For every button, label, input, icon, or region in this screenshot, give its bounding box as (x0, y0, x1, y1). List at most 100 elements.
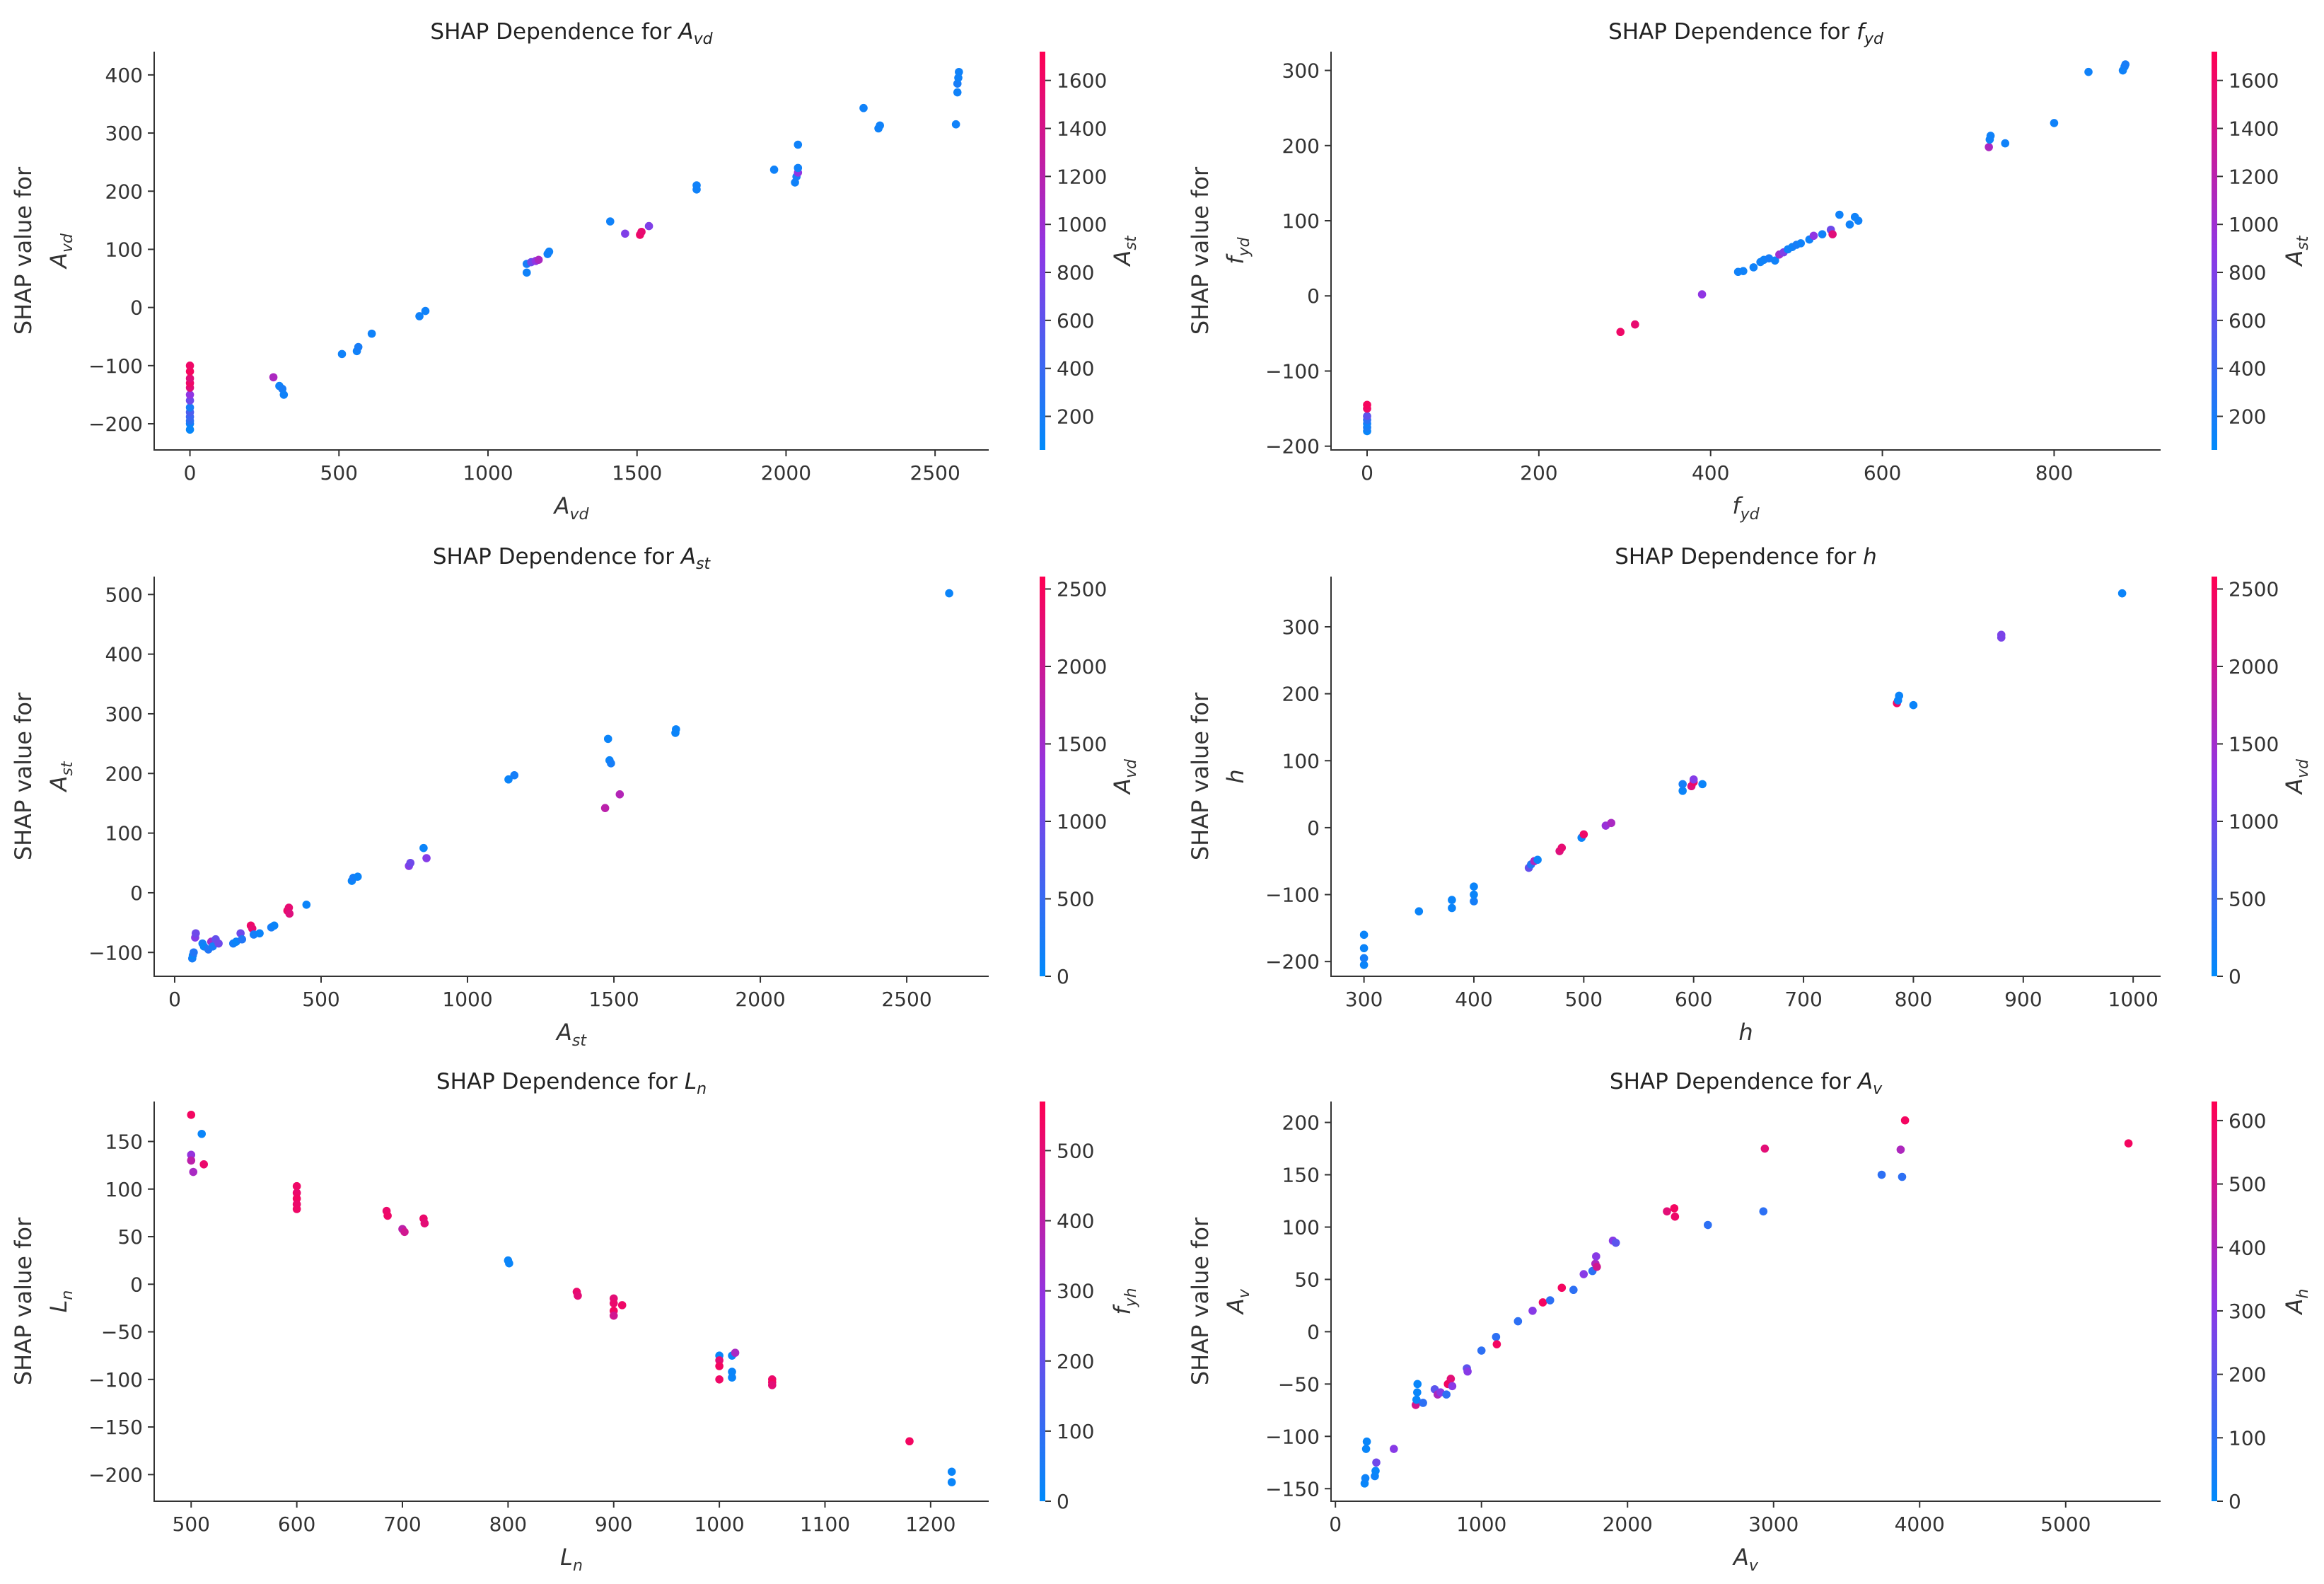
scatter-point (1463, 1367, 1472, 1376)
colorbar-label: fyh (1109, 1288, 1140, 1314)
scatter-point (1419, 1399, 1427, 1407)
colorbar-label: Avd (1109, 758, 1140, 795)
x-tick-label: 500 (302, 988, 339, 1011)
x-tick-label: 2500 (881, 988, 931, 1011)
feature-symbol: L (560, 1544, 573, 1571)
colorbar-tick-label: 1600 (2229, 69, 2279, 93)
plot-title-text: SHAP Dependence for (1608, 19, 1857, 45)
colorbar-tick-label: 100 (1057, 1420, 1094, 1443)
scatter-point (367, 329, 376, 338)
y-tick-label: 200 (1282, 134, 1320, 158)
scatter-point (545, 247, 554, 256)
feature-symbol: L (45, 1300, 72, 1313)
scatter-point (1414, 907, 1424, 915)
scatter-point (187, 1156, 196, 1165)
scatter-point (1593, 1262, 1601, 1271)
x-tick-label: 0 (1329, 1513, 1342, 1536)
scatter-point (1557, 1283, 1567, 1293)
plot-title: SHAP Dependence for Av (1610, 1069, 1883, 1098)
y-tick-label: −200 (88, 412, 143, 436)
y-tick-label: 150 (1282, 1164, 1320, 1187)
scatter-point (951, 120, 960, 129)
y-tick-label: 100 (1282, 209, 1320, 233)
plot-title-subscript: st (696, 555, 711, 573)
scatter-point (1579, 830, 1588, 839)
plot-title-text: SHAP Dependence for (1615, 544, 1863, 570)
x-tick-label: 1000 (2108, 988, 2159, 1011)
scatter-point (1704, 1220, 1712, 1230)
y-tick-label: −150 (88, 1416, 143, 1439)
scatter-point (1592, 1252, 1600, 1261)
scatter-point (607, 759, 615, 768)
plot-title-text: SHAP Dependence for (430, 19, 678, 45)
scatter-point (504, 775, 513, 784)
feature-subscript: st (572, 1032, 587, 1050)
y-tick-label: 0 (130, 296, 143, 320)
scatter-point (609, 1311, 618, 1320)
colorbar-tick-label: 600 (2229, 1109, 2266, 1133)
colorbar-tick-label: 200 (2229, 1363, 2266, 1387)
y-tick-label: −100 (1265, 1425, 1320, 1448)
scatter-point (769, 166, 779, 174)
scatter-point (189, 1167, 198, 1177)
feature-symbol: h (1738, 1019, 1753, 1046)
scatter-point (1569, 1285, 1578, 1295)
colorbar-tick-label: 2500 (2229, 578, 2279, 601)
y-tick-label: −50 (101, 1321, 143, 1344)
x-tick-label: 700 (383, 1513, 421, 1536)
scatter-point (1492, 1332, 1501, 1341)
scatter-point (574, 1291, 582, 1300)
y-axis-label: SHAP value for (10, 692, 37, 860)
plot-title-subscript: v (1873, 1080, 1883, 1098)
x-axis-label: Av (1732, 1544, 1759, 1575)
x-tick-label: 300 (1345, 988, 1383, 1011)
plot-title: SHAP Dependence for h (1615, 544, 1877, 570)
colorbar-label: Avd (2281, 758, 2312, 795)
plot-title-subscript: vd (694, 30, 714, 48)
x-tick-label: 400 (1455, 988, 1492, 1011)
scatter-point (1470, 890, 1478, 899)
y-tick-label: 100 (1282, 749, 1320, 773)
feature-symbol: A (45, 776, 72, 793)
scatter-point (510, 771, 519, 780)
scatter-point (947, 1478, 956, 1486)
scatter-point (1533, 855, 1542, 865)
scatter-point (1985, 143, 1993, 151)
scatter-point (1809, 231, 1818, 241)
y-tick-label: −200 (1265, 435, 1320, 458)
y-tick-label: −100 (88, 1368, 143, 1392)
y-tick-label: 200 (1282, 683, 1320, 706)
scatter-point (285, 909, 294, 918)
x-tick-label: 200 (1520, 461, 1557, 485)
colorbar (1040, 1102, 1045, 1501)
colorbar-tick-label: 200 (2229, 405, 2266, 429)
scatter-point (1997, 630, 2006, 640)
plot-title: SHAP Dependence for Ln (436, 1069, 707, 1098)
y-tick-label: −100 (1265, 884, 1320, 907)
scatter-point (190, 948, 198, 957)
feature-symbol: A (553, 492, 570, 519)
x-tick-label: 3000 (1748, 1513, 1799, 1536)
colorbar (2212, 577, 2217, 976)
y-tick-label: 300 (105, 703, 143, 726)
colorbar-tick-label: 800 (2229, 261, 2266, 284)
scatter-point (1698, 780, 1707, 789)
x-tick-label: 1500 (612, 461, 662, 485)
feature-subscript: st (2294, 235, 2312, 250)
colorbar-label: Ast (1109, 235, 1140, 267)
scatter-point (1689, 775, 1698, 784)
y-axis-label: SHAP value for (1187, 692, 1214, 860)
plot-title: SHAP Dependence for Ast (433, 544, 711, 573)
scatter-point (400, 1227, 409, 1237)
y-axis-label-feature: Av (1222, 1288, 1253, 1315)
scatter-point (621, 229, 629, 238)
feature-subscript: vd (59, 233, 76, 253)
y-tick-label: 400 (105, 643, 143, 666)
feature-subscript: vd (2294, 758, 2312, 778)
scatter-point (1390, 1445, 1398, 1453)
colorbar-tick-label: 400 (2229, 1236, 2266, 1259)
scatter-point (767, 1381, 777, 1389)
